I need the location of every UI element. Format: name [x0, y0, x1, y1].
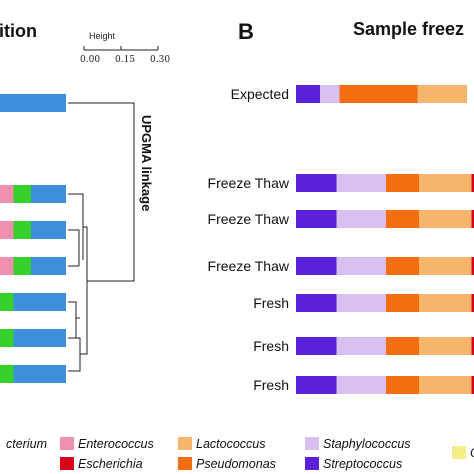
panel-b-bar-2-streptococcus: [296, 210, 337, 228]
panel-b-row-label-0: Expected: [231, 86, 289, 102]
panel-a-bar-3-enterococcus: [0, 257, 14, 275]
panel-b-bar-1-pseudomonas: [386, 174, 419, 192]
panel-b-bar-1-lactococcus: [419, 174, 472, 192]
panel-a-bar-2-green: [13, 221, 31, 239]
panel-b-bar-5-streptococcus: [296, 337, 337, 355]
panel-b-bar-6-pseudomonas: [386, 376, 419, 394]
panel-a-bar-1-enterococcus: [0, 185, 14, 203]
panel-b-bar-1-streptococcus: [296, 174, 337, 192]
panel-a-bar-4-blue: [13, 293, 66, 311]
panel-b-bar-4-staphylococcus: [336, 294, 386, 312]
panel-a-bar-6-blue: [13, 365, 66, 383]
panel-a-bar-5-blue: [13, 329, 66, 347]
panel-b-bar-4-escherichia: [471, 294, 474, 312]
panel-b-bar-0-staphylococcus: [320, 85, 340, 103]
panel-a-bar-5-green: [0, 329, 14, 347]
panel-b-bar-4-pseudomonas: [386, 294, 419, 312]
panel-a-bar-0-blue: [0, 94, 66, 112]
panel-a-bar-1-blue: [31, 185, 66, 203]
panel-b-bar-2-escherichia: [471, 210, 474, 228]
panel-b-bar-5-staphylococcus: [336, 337, 386, 355]
legend-swatch-o: [452, 446, 466, 459]
panel-b-bar-0-lactococcus: [417, 85, 467, 103]
panel-b-bar-1-escherichia: [471, 174, 474, 192]
legend-label-o: O: [470, 446, 474, 460]
legend-swatch-enterococcus: [60, 437, 74, 450]
panel-b-bar-3-escherichia: [471, 257, 474, 275]
panel-b-bar-2-pseudomonas: [386, 210, 419, 228]
legend-swatch-streptococcus: [305, 457, 319, 470]
legend-label-streptococcus: Streptococcus: [323, 457, 402, 471]
height-scale-tick-1: 0.15: [115, 55, 135, 65]
panel-b-bar-5-pseudomonas: [386, 337, 419, 355]
legend-label-enterococcus: Enterococcus: [78, 437, 154, 451]
panel-b-letter: B: [238, 19, 254, 44]
legend-swatch-pseudomonas: [178, 457, 192, 470]
legend-label-cterium: cterium: [6, 437, 47, 451]
height-scale-tick-0: 0.00: [80, 55, 100, 65]
panel-b-bar-0-streptococcus: [296, 85, 320, 103]
panel-b-bar-6-staphylococcus: [336, 376, 386, 394]
panel-b-row-label-4: Fresh: [253, 295, 289, 311]
panel-b-row-label-2: Freeze Thaw: [208, 211, 290, 227]
panel-a-bar-2-enterococcus: [0, 221, 14, 239]
dendrogram: [68, 102, 135, 372]
panel-b-bar-3-lactococcus: [419, 257, 472, 275]
panel-b-bar-6-escherichia: [471, 376, 474, 394]
legend: cterium Enterococcus Escherichia Lactococcu…: [6, 437, 474, 471]
panel-b-row-label-6: Fresh: [253, 377, 289, 393]
legend-swatch-escherichia: [60, 457, 74, 470]
panel-b-bar-0-pseudomonas: [339, 85, 418, 103]
panel-b-bar-3-pseudomonas: [386, 257, 419, 275]
panel-b-row-labels: Expected Freeze Thaw Freeze Thaw Freeze Tha…: [208, 86, 290, 393]
linkage-label: UPGMA linkage: [139, 115, 154, 211]
panel-a-bar-6-green: [0, 365, 14, 383]
panel-b-row-label-3: Freeze Thaw: [208, 258, 290, 274]
legend-swatch-staphylococcus: [305, 437, 319, 450]
legend-label-staphylococcus: Staphylococcus: [323, 437, 411, 451]
panel-b-row-label-5: Fresh: [253, 338, 289, 354]
height-scale: Height 0.00 0.15 0.30: [80, 31, 170, 65]
panel-b-bars: [296, 85, 474, 394]
panel-b-bar-5-lactococcus: [419, 337, 472, 355]
panel-b-title: Sample freez: [353, 19, 464, 39]
panel-a-bar-1-green: [13, 185, 31, 203]
panel-a-title: ition: [0, 21, 37, 41]
panel-a-bar-3-blue: [31, 257, 66, 275]
legend-swatch-lactococcus: [178, 437, 192, 450]
panel-a-bar-3-green: [13, 257, 31, 275]
panel-b-bar-1-staphylococcus: [336, 174, 386, 192]
legend-label-pseudomonas: Pseudomonas: [196, 457, 276, 471]
panel-b-bar-6-streptococcus: [296, 376, 337, 394]
panel-b-bar-3-streptococcus: [296, 257, 337, 275]
legend-label-lactococcus: Lactococcus: [196, 437, 265, 451]
height-scale-title: Height: [89, 31, 116, 41]
panel-b-bar-4-streptococcus: [296, 294, 337, 312]
panel-b-bar-2-staphylococcus: [336, 210, 386, 228]
panel-b-bar-5-escherichia: [471, 337, 474, 355]
legend-label-escherichia: Escherichia: [78, 457, 143, 471]
height-scale-tick-2: 0.30: [150, 55, 170, 65]
panel-b-bar-6-lactococcus: [419, 376, 472, 394]
panel-a-bar-4-green: [0, 293, 14, 311]
panel-b-bar-3-staphylococcus: [336, 257, 386, 275]
panel-b-bar-2-lactococcus: [419, 210, 472, 228]
panel-a-bars: [0, 94, 66, 383]
panel-a-bar-2-blue: [31, 221, 66, 239]
panel-b-bar-4-lactococcus: [419, 294, 472, 312]
panel-b-row-label-1: Freeze Thaw: [208, 175, 290, 191]
